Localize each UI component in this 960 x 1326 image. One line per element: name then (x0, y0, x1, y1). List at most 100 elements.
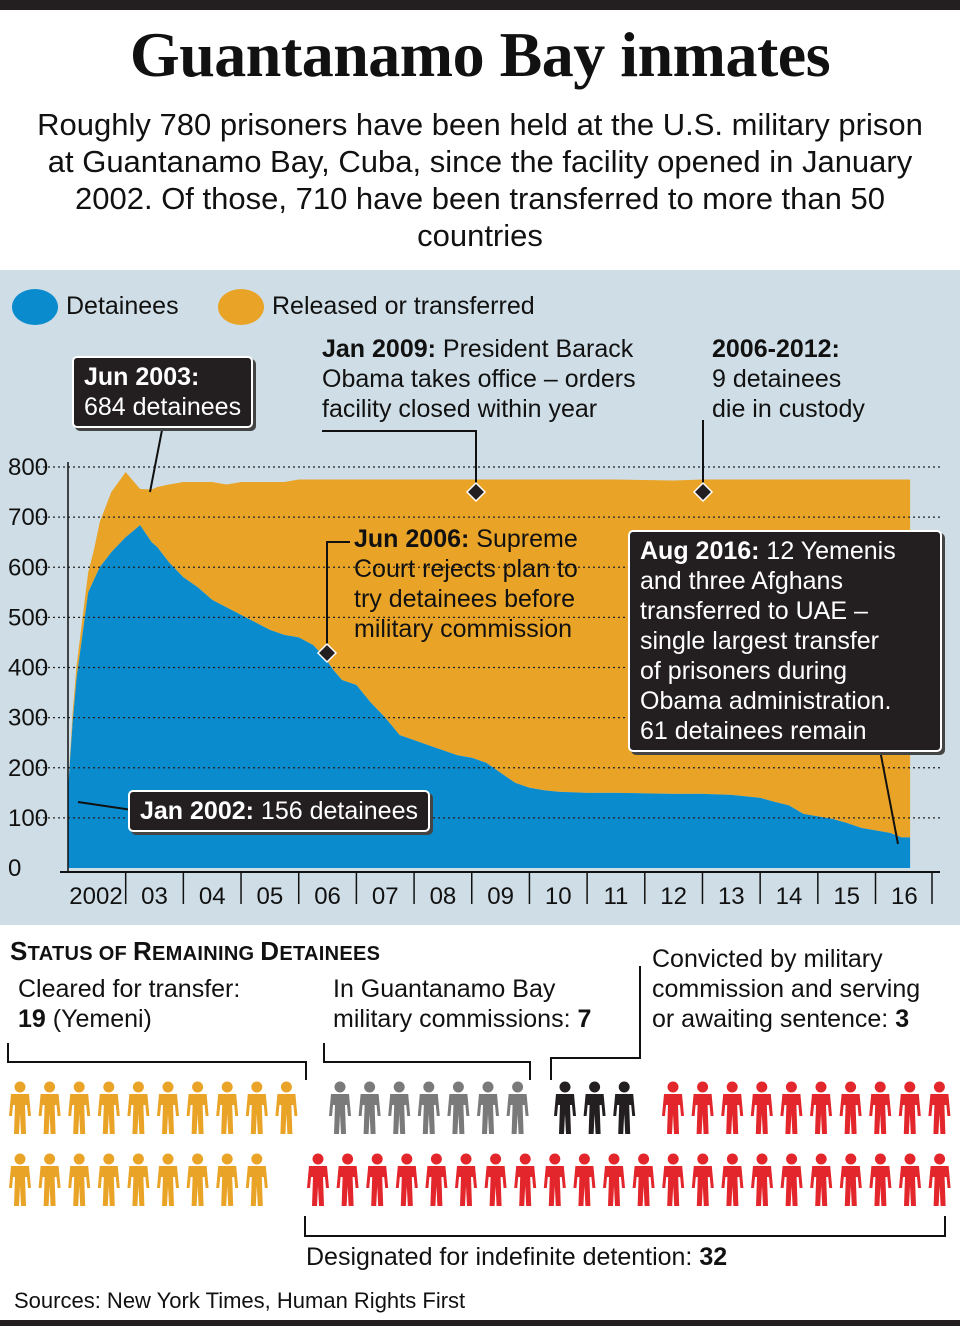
legend-released: Released or transferred (218, 288, 535, 326)
annotation-jan2009: Jan 2009: President Barack Obama takes o… (322, 334, 636, 424)
cleared-label-text: Cleared for transfer: (18, 975, 241, 1003)
jan2002-date: Jan 2002: (140, 797, 254, 825)
aug2016-line1: 12 Yemenis (759, 537, 896, 565)
person-icon (810, 1153, 833, 1206)
top-rule (0, 0, 960, 10)
x-tick-label: 2002 (69, 883, 122, 910)
marker-jun2006 (316, 642, 338, 664)
commissions-line1: In Guantanamo Bay (333, 975, 556, 1003)
callout-jan2002: Jan 2002: 156 detainees (128, 790, 430, 832)
aug2016-line7: 61 detainees remain (640, 717, 867, 745)
person-icon (899, 1153, 921, 1206)
jan2002-text: 156 detainees (253, 797, 418, 825)
status-heading: STATUS OF REMAINING DETAINEES (10, 936, 380, 967)
person-icon (506, 1081, 529, 1134)
annotation-jun2006: Jun 2006: Supreme Court rejects plan to … (354, 524, 578, 644)
aug2016-line5: of prisoners during (640, 657, 848, 685)
legend-detainees-label: Detainees (66, 292, 179, 320)
person-icon (721, 1153, 744, 1206)
bracket-cleared (7, 1043, 307, 1080)
y-tick-label: 600 (8, 554, 48, 581)
person-icon (514, 1153, 537, 1206)
person-icon (395, 1153, 418, 1206)
jun2006-line3: try detainees before (354, 585, 575, 613)
page-subtitle: Roughly 780 prisoners have been held at … (37, 107, 923, 253)
leader-aug2016 (879, 749, 899, 845)
person-icon (691, 1081, 714, 1134)
legend-detainees: Detainees (12, 288, 179, 326)
convicted-line3: or awaiting sentence: (652, 1005, 896, 1033)
released-swatch (218, 289, 264, 326)
person-icon (358, 1081, 381, 1134)
person-icon (751, 1153, 773, 1206)
x-tick-label: 10 (545, 883, 572, 910)
person-icon (839, 1081, 862, 1134)
aug2016-line3: transferred to UAE – (640, 597, 868, 625)
jun2006-line4: military commission (354, 615, 573, 643)
x-tick-label: 15 (833, 883, 860, 910)
commissions-count: 7 (577, 1005, 592, 1033)
y-tick-label: 400 (8, 655, 48, 682)
x-tick-label: 03 (141, 883, 168, 910)
aug2016-line4: single largest transfer (640, 627, 880, 655)
x-tick-label: 13 (718, 883, 745, 910)
person-icon (157, 1081, 179, 1134)
deaths-date: 2006-2012: (712, 335, 840, 363)
annotation-2006-2012: 2006-2012: 9 detainees die in custody (712, 334, 865, 424)
person-icon (417, 1081, 440, 1134)
leader-jun2006 (326, 541, 350, 653)
marker-jan2009 (465, 481, 487, 503)
person-icon (691, 1153, 714, 1206)
person-icon (613, 1081, 636, 1134)
person-icon (97, 1153, 120, 1206)
person-icon (869, 1153, 892, 1206)
person-icon (898, 1081, 921, 1134)
jan2009-date: Jan 2009: (322, 335, 436, 363)
cleared-label: Cleared for transfer: 19 (Yemeni) (18, 974, 240, 1034)
person-icon (366, 1153, 389, 1206)
bracket-indefinite (304, 1216, 946, 1237)
person-icon (216, 1153, 239, 1206)
jun2006-date: Jun 2006: (354, 525, 470, 553)
y-tick-label: 0 (8, 855, 21, 882)
person-icon (869, 1081, 892, 1134)
person-icon (186, 1153, 209, 1206)
jan2009-line2: Obama takes office – orders (322, 365, 636, 393)
person-icon (245, 1153, 268, 1206)
bracket-commissions (323, 1043, 531, 1080)
y-tick-label: 500 (8, 604, 48, 631)
x-tick-label: 12 (660, 883, 687, 910)
aug2016-date: Aug 2016: (640, 537, 760, 565)
person-icon (38, 1153, 61, 1206)
callout-jun2003: Jun 2003: 684 detainees (72, 356, 254, 428)
indefinite-count: 32 (699, 1243, 728, 1271)
cleared-count: 19 (18, 1005, 46, 1033)
person-icon (583, 1081, 606, 1134)
deaths-line2: die in custody (712, 395, 865, 423)
person-icon (477, 1081, 499, 1134)
x-tick-label: 06 (314, 883, 341, 910)
person-icon (554, 1081, 576, 1134)
person-icon (245, 1081, 268, 1134)
person-icon (425, 1153, 448, 1206)
person-icon (455, 1153, 477, 1206)
y-tick-label: 200 (8, 755, 48, 782)
x-tick-label: 11 (603, 883, 628, 910)
person-icon (839, 1153, 862, 1206)
commissions-label: In Guantanamo Bay military commissions: … (333, 974, 591, 1034)
convicted-label: Convicted by military commission and ser… (652, 944, 920, 1034)
person-icon (216, 1081, 239, 1134)
jun2003-date: Jun 2003: (84, 363, 200, 391)
leader-jan2009 (322, 430, 477, 492)
person-icon (662, 1153, 685, 1206)
person-icon (68, 1153, 91, 1206)
person-icon (127, 1081, 150, 1134)
commissions-line2: military commissions: (333, 1005, 578, 1033)
jun2006-line2: Court rejects plan to (354, 555, 578, 583)
y-tick-label: 300 (8, 705, 48, 732)
status-heading-r: R (132, 936, 153, 966)
person-icon (603, 1153, 625, 1206)
jan2009-line3: facility closed within year (322, 395, 598, 423)
person-icon (780, 1153, 803, 1206)
x-tick-label: 04 (199, 883, 226, 910)
